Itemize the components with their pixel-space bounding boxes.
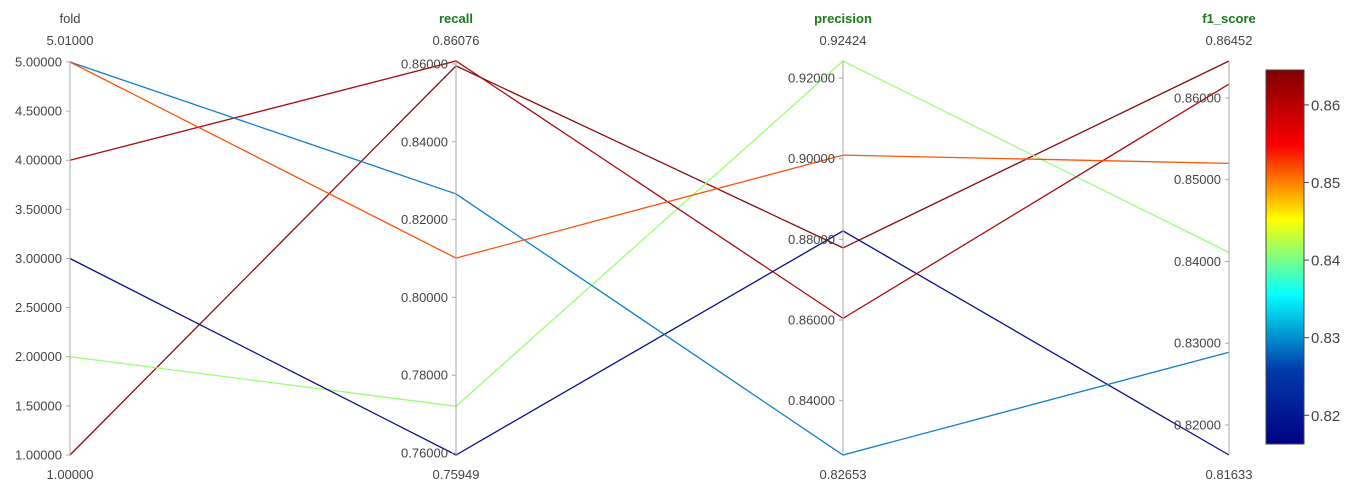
axis-range-max: 0.86076: [433, 33, 480, 48]
axis-tick-label: 1.50000: [15, 398, 62, 413]
axis-title: fold: [60, 11, 81, 26]
axis-title: f1_score: [1202, 11, 1255, 26]
axis-range-min: 0.81633: [1206, 467, 1253, 482]
colorbar-gradient: [1265, 69, 1305, 445]
axis-tick-label: 0.86000: [788, 313, 835, 328]
axis-tick-label: 0.88000: [788, 232, 835, 247]
axis-tick-label: 3.50000: [15, 202, 62, 217]
axis-tick-label: 2.00000: [15, 349, 62, 364]
data-line-1: [69, 60, 1230, 456]
axis-tick-label: 4.00000: [15, 153, 62, 168]
axis-title: precision: [814, 11, 872, 26]
axis-precision[interactable]: precision 0.92424 0.82653 0.92000 0.90000 0.8…: [788, 11, 872, 482]
axis-tick-label: 3.00000: [15, 251, 62, 266]
axis-tick-label: 1.00000: [15, 448, 62, 463]
data-lines: [69, 60, 1230, 456]
axis-tick-label: 0.76000: [401, 446, 448, 461]
axis-tick-label: 2.50000: [15, 300, 62, 315]
axis-range-min: 1.00000: [47, 467, 94, 482]
axis-tick-label: 0.78000: [401, 368, 448, 383]
axis-tick-label: 0.84000: [401, 134, 448, 149]
axis-tick-label: 0.86000: [401, 56, 448, 71]
axis-recall[interactable]: recall 0.86076 0.75949 0.86000 0.84000 0.8200…: [401, 11, 480, 482]
axis-range-min: 0.82653: [820, 467, 867, 482]
axis-range-max: 0.92424: [820, 33, 867, 48]
axis-tick-label: 5.00000: [15, 54, 62, 69]
axis-range-max: 0.86452: [1206, 33, 1253, 48]
axis-tick-label: 0.82000: [401, 212, 448, 227]
axis-tick-label: 0.80000: [401, 290, 448, 305]
axis-tick-label: 0.85000: [1174, 172, 1221, 187]
colorbar-tick-label: 0.84: [1311, 253, 1340, 270]
axis-fold[interactable]: fold 5.01000 1.00000 5.00000 4.50000 4.00000 3…: [15, 11, 94, 482]
axis-tick-label: 0.83000: [1174, 336, 1221, 351]
data-line-4: [69, 60, 1230, 320]
data-line-3: [69, 230, 1230, 456]
colorbar-tick-label: 0.83: [1311, 330, 1340, 347]
axis-f1_score[interactable]: f1_score 0.86452 0.81633 0.86000 0.85000 0.84…: [1174, 11, 1256, 482]
axis-tick-label: 0.90000: [788, 151, 835, 166]
colorbar-tick-label: 0.86: [1311, 97, 1340, 114]
colorbar-tick-label: 0.82: [1311, 408, 1340, 425]
axis-tick-label: 0.84000: [1174, 254, 1221, 269]
axis-tick-label: 0.92000: [788, 71, 835, 86]
data-line-5: [69, 61, 1230, 456]
axis-tick-label: 4.50000: [15, 104, 62, 119]
data-line-2: [69, 60, 1230, 407]
data-line-6: [69, 61, 1230, 259]
axis-tick-label: 0.82000: [1174, 417, 1221, 432]
axis-range-max: 5.01000: [47, 33, 94, 48]
axes: fold 5.01000 1.00000 5.00000 4.50000 4.00000 3…: [15, 11, 1256, 482]
colorbar-tick-label: 0.85: [1311, 175, 1340, 192]
axis-tick-label: 0.84000: [788, 393, 835, 408]
axis-tick-label: 0.86000: [1174, 90, 1221, 105]
axis-range-min: 0.75949: [433, 467, 480, 482]
axis-title: recall: [439, 11, 473, 26]
colorbar: 0.82 0.83 0.84 0.85 0.86: [1265, 69, 1340, 445]
